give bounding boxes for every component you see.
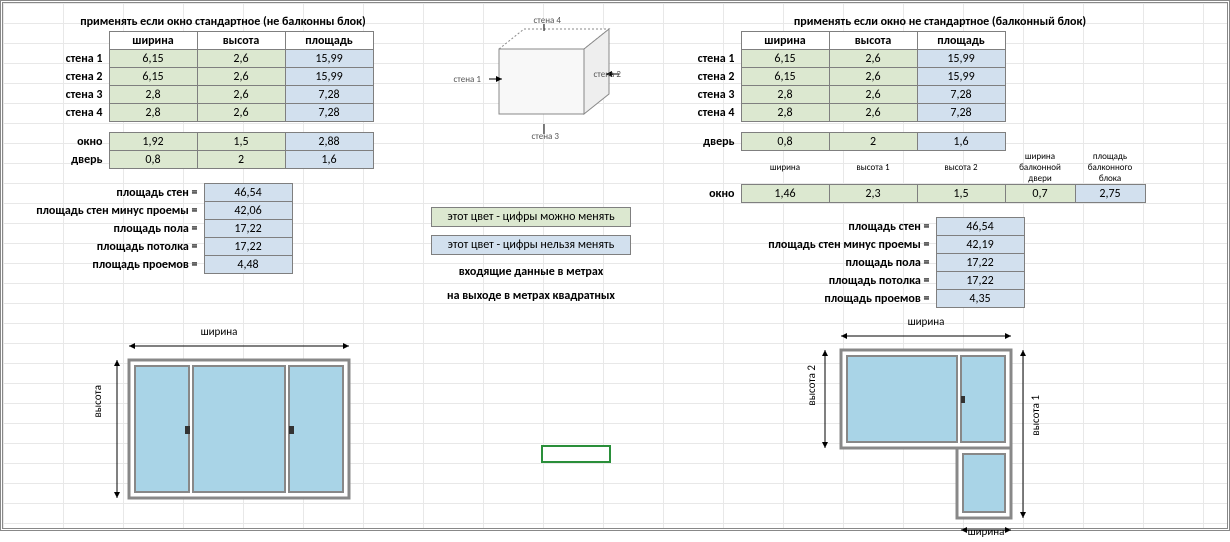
room-3d-diagram: стена 4 стена 1 стена 2 стена 3 xyxy=(454,19,624,149)
table-row: дверь0,821,6 xyxy=(19,151,373,169)
left-summary-table: площадь стен =46,54 площадь стен минус п… xyxy=(19,183,293,274)
selected-cell[interactable] xyxy=(541,445,611,463)
right-door-table: дверь0,821,6 xyxy=(651,132,1006,151)
table-row: стена 42,82,67,28 xyxy=(651,104,1005,122)
left-title: применять если окно стандартное (не балк… xyxy=(19,15,427,29)
legend-note-1: входящие данные в метрах xyxy=(431,265,631,279)
legend-readonly: этот цвет - цифры нельзя менять xyxy=(431,235,631,255)
left-walls-table: ширина высота площадь стена 16,152,615,9… xyxy=(19,31,374,122)
col-width: ширина xyxy=(109,32,197,50)
legend-editable: этот цвет - цифры можно менять xyxy=(431,207,631,227)
table-row: стена 16,152,615,99 xyxy=(651,50,1005,68)
watermark: Мастер На Все Руки remont-odnushki.ru xyxy=(1074,0,1205,3)
standard-window-section: применять если окно стандартное (не балк… xyxy=(19,15,427,274)
center-section: стена 4 стена 1 стена 2 стена 3 этот цве… xyxy=(431,19,646,303)
balcony-window-diagram: ширина высота 2 высота 1 ширина xyxy=(811,315,1071,542)
table-row: стена 42,82,67,28 xyxy=(19,104,373,122)
table-row: окно1,921,52,88 xyxy=(19,133,373,151)
table-row: окно 1,46 2,3 1,5 0,7 2,75 xyxy=(651,185,1145,203)
table-row: стена 26,152,615,99 xyxy=(19,68,373,86)
table-row: дверь0,821,6 xyxy=(651,133,1005,151)
right-walls-table: ширина высота площадь стена 16,152,615,9… xyxy=(651,31,1006,122)
col-area: площадь xyxy=(285,32,373,50)
legend: этот цвет - цифры можно менять этот цвет… xyxy=(431,207,646,303)
right-window-table: ширина высота 1 высота 2 ширина балконно… xyxy=(651,151,1146,203)
legend-note-2: на выходе в метрах квадратных xyxy=(431,289,631,303)
balcony-window-section: применять если окно не стандартное (балк… xyxy=(651,15,1229,308)
table-row: стена 16,152,615,99 xyxy=(19,50,373,68)
col-height: высота xyxy=(197,32,285,50)
table-row: стена 32,82,67,28 xyxy=(651,86,1005,104)
standard-window-diagram: ширина высота xyxy=(109,325,369,522)
right-summary-table: площадь стен =46,54 площадь стен минус п… xyxy=(751,217,1025,308)
table-row: стена 32,82,67,28 xyxy=(19,86,373,104)
right-title: применять если окно не стандартное (балк… xyxy=(651,15,1229,29)
table-row: стена 26,152,615,99 xyxy=(651,68,1005,86)
left-openings-table: окно1,921,52,88 дверь0,821,6 xyxy=(19,132,374,169)
